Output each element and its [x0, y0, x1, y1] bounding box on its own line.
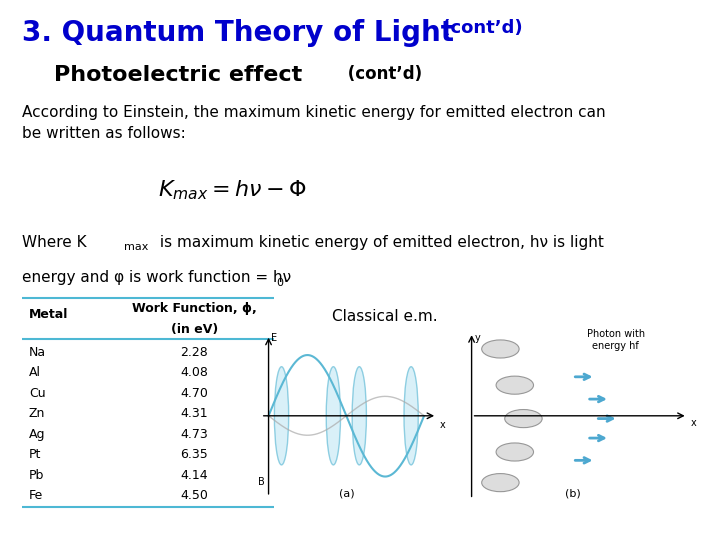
Text: Metal: Metal — [29, 308, 68, 321]
Ellipse shape — [482, 340, 519, 358]
Text: (cont’d): (cont’d) — [342, 65, 422, 83]
Text: Al: Al — [29, 366, 41, 379]
Text: .: . — [284, 270, 289, 285]
Ellipse shape — [352, 367, 366, 465]
Text: 6.35: 6.35 — [181, 448, 208, 461]
Text: Pt: Pt — [29, 448, 41, 461]
Text: 4.31: 4.31 — [181, 407, 208, 420]
Text: E: E — [271, 333, 277, 343]
Text: Fe: Fe — [29, 489, 43, 502]
Text: According to Einstein, the maximum kinetic energy for emitted electron can
be wr: According to Einstein, the maximum kinet… — [22, 105, 606, 141]
Text: 2.28: 2.28 — [181, 346, 208, 359]
Text: Photoelectric effect: Photoelectric effect — [54, 65, 302, 85]
Text: 0: 0 — [276, 278, 284, 288]
Text: 4.70: 4.70 — [181, 387, 208, 400]
Text: energy and φ is work function = hν: energy and φ is work function = hν — [22, 270, 291, 285]
Text: (in eV): (in eV) — [171, 323, 218, 336]
Text: 4.50: 4.50 — [181, 489, 208, 502]
Text: 4.14: 4.14 — [181, 469, 208, 482]
Text: max: max — [124, 242, 148, 253]
Text: Zn: Zn — [29, 407, 45, 420]
Text: B: B — [258, 477, 265, 487]
Ellipse shape — [326, 367, 341, 465]
Ellipse shape — [274, 367, 289, 465]
Text: Classical e.m.: Classical e.m. — [333, 309, 438, 324]
Text: y: y — [474, 333, 480, 342]
Text: x: x — [440, 420, 446, 430]
Text: Where K: Where K — [22, 235, 86, 250]
Text: Ag: Ag — [29, 428, 45, 441]
Ellipse shape — [496, 376, 534, 394]
Text: 4.73: 4.73 — [181, 428, 208, 441]
Ellipse shape — [496, 443, 534, 461]
Ellipse shape — [482, 474, 519, 492]
Text: Work Function, ϕ,: Work Function, ϕ, — [132, 302, 257, 315]
Text: (b): (b) — [564, 489, 580, 498]
Text: Photon with
energy hf: Photon with energy hf — [587, 329, 644, 351]
Text: 3. Quantum Theory of Light: 3. Quantum Theory of Light — [22, 19, 454, 47]
Text: (a): (a) — [338, 489, 354, 499]
Text: Cu: Cu — [29, 387, 45, 400]
Ellipse shape — [505, 409, 542, 428]
Text: (cont’d): (cont’d) — [436, 19, 522, 37]
Ellipse shape — [404, 367, 418, 465]
Text: 4.08: 4.08 — [181, 366, 208, 379]
Text: x: x — [690, 417, 696, 428]
Text: Pb: Pb — [29, 469, 44, 482]
Text: $K_{max} = h\nu - \Phi$: $K_{max} = h\nu - \Phi$ — [158, 178, 307, 202]
Text: is maximum kinetic energy of emitted electron, hν is light: is maximum kinetic energy of emitted ele… — [155, 235, 603, 250]
Text: Na: Na — [29, 346, 46, 359]
